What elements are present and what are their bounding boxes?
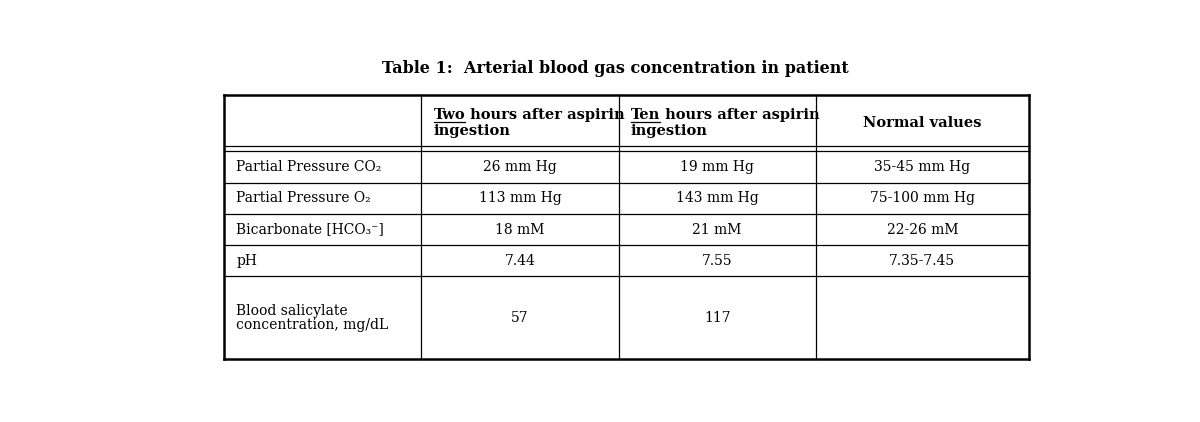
- Text: 21 mM: 21 mM: [692, 222, 742, 237]
- Text: Partial Pressure CO₂: Partial Pressure CO₂: [236, 160, 382, 174]
- Text: 35-45 mm Hg: 35-45 mm Hg: [874, 160, 971, 174]
- Text: 18 mM: 18 mM: [496, 222, 545, 237]
- Text: Ten: Ten: [631, 108, 660, 122]
- Text: 113 mm Hg: 113 mm Hg: [479, 191, 562, 206]
- Text: Normal values: Normal values: [863, 116, 982, 130]
- Text: 22-26 mM: 22-26 mM: [887, 222, 958, 237]
- Text: 117: 117: [704, 311, 731, 325]
- Text: ingestion: ingestion: [631, 124, 708, 138]
- Text: hours after aspirin: hours after aspirin: [660, 108, 820, 122]
- Text: 7.44: 7.44: [504, 254, 535, 268]
- Text: Blood salicylate: Blood salicylate: [236, 304, 348, 318]
- Text: ingestion: ingestion: [433, 124, 510, 138]
- Text: 7.55: 7.55: [702, 254, 732, 268]
- Text: 143 mm Hg: 143 mm Hg: [676, 191, 758, 206]
- Text: Table 1:  Arterial blood gas concentration in patient: Table 1: Arterial blood gas concentratio…: [382, 60, 848, 77]
- Text: Bicarbonate [HCO₃⁻]: Bicarbonate [HCO₃⁻]: [236, 222, 384, 237]
- Text: pH: pH: [236, 254, 257, 268]
- Text: 7.35-7.45: 7.35-7.45: [889, 254, 955, 268]
- Text: Partial Pressure O₂: Partial Pressure O₂: [236, 191, 371, 206]
- Text: hours after aspirin: hours after aspirin: [466, 108, 625, 122]
- Text: 19 mm Hg: 19 mm Hg: [680, 160, 754, 174]
- Text: 26 mm Hg: 26 mm Hg: [484, 160, 557, 174]
- Text: Two: Two: [433, 108, 466, 122]
- Text: 57: 57: [511, 311, 529, 325]
- Text: concentration, mg/dL: concentration, mg/dL: [236, 318, 389, 332]
- Text: 75-100 mm Hg: 75-100 mm Hg: [870, 191, 974, 206]
